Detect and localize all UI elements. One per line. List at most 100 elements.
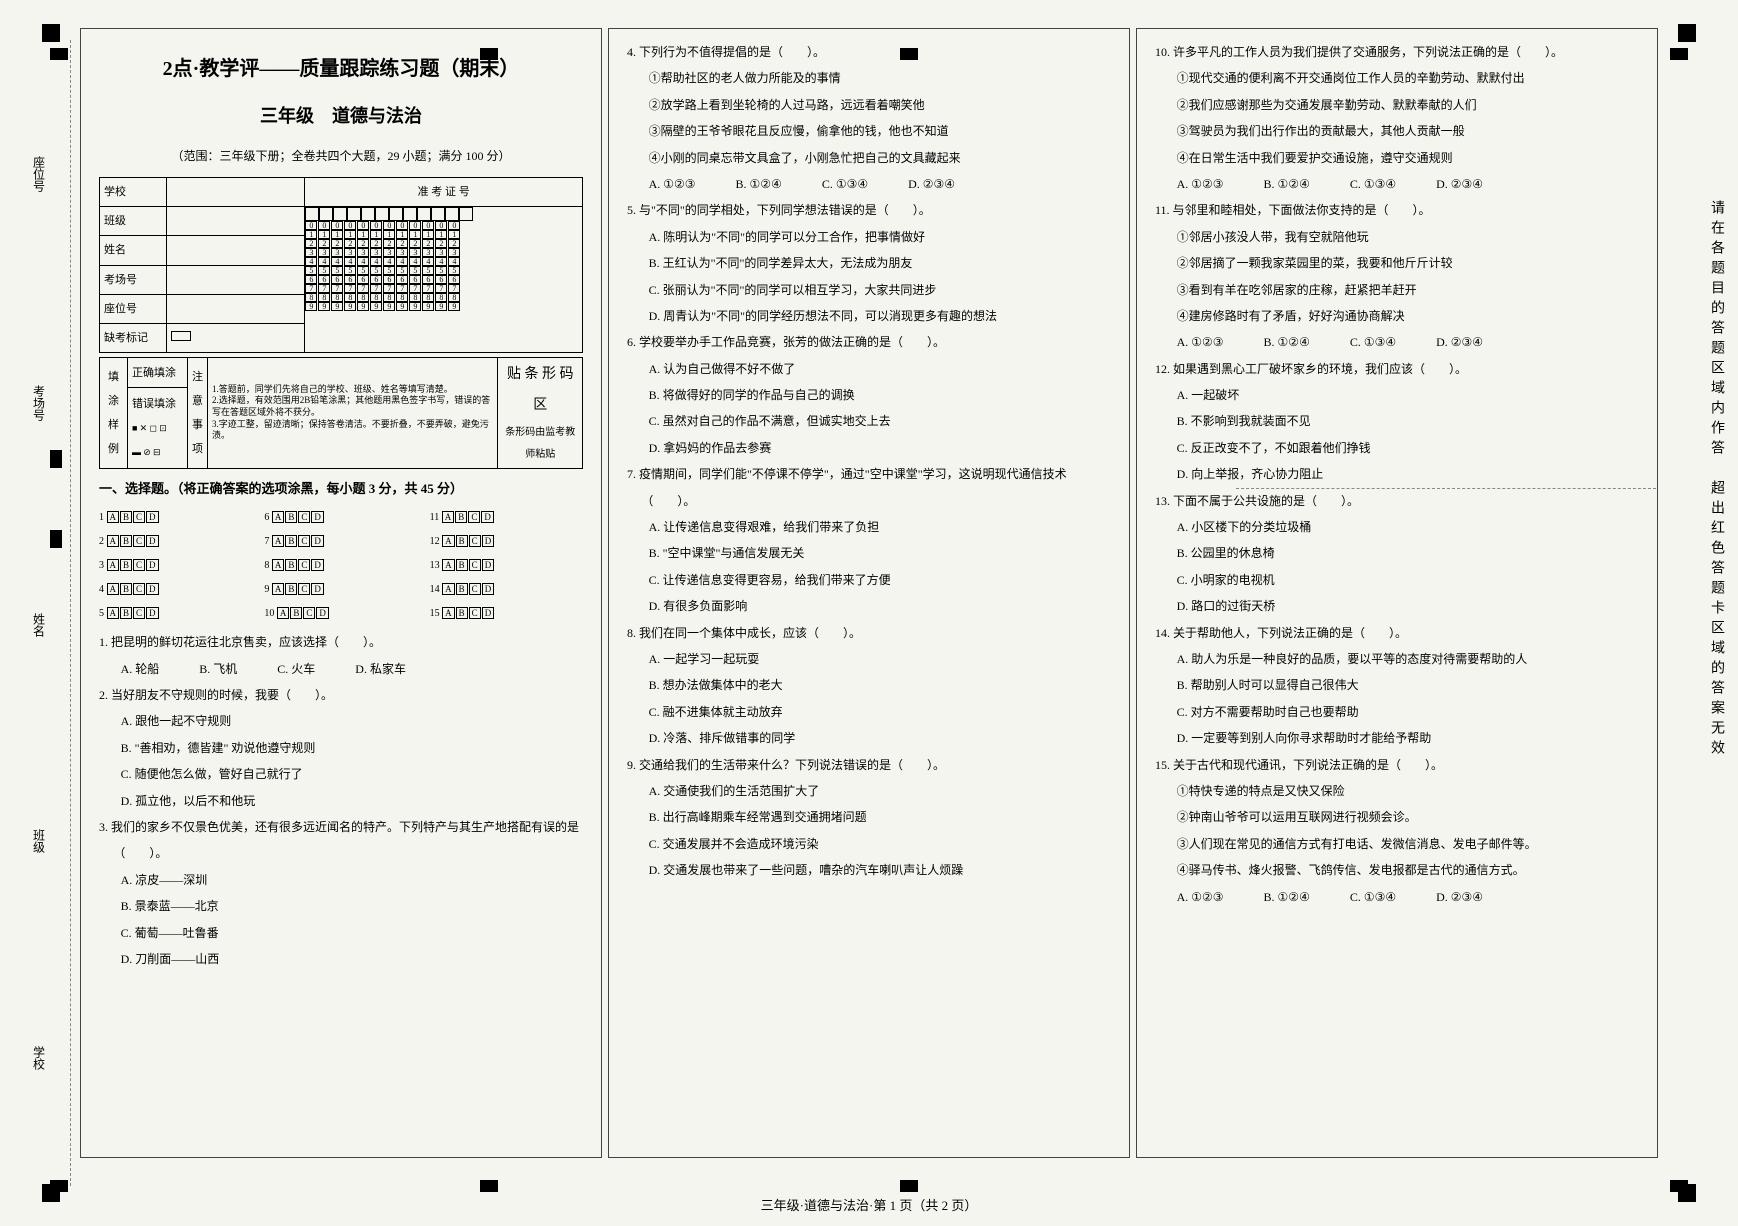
- option: B. 出行高峰期乘车经常遇到交通拥堵问题: [627, 804, 1111, 830]
- option: B. 公园里的休息椅: [1155, 540, 1639, 566]
- col2-questions: 4. 下列行为不值得提倡的是（ ）。①帮助社区的老人做力所能及的事情②放学路上看…: [627, 39, 1111, 884]
- option: B. 飞机: [199, 656, 237, 682]
- question-statement: ②放学路上看到坐轮椅的人过马路，远远看着嘲笑他: [627, 92, 1111, 118]
- question: 14. 关于帮助他人，下列说法正确的是（ ）。: [1155, 620, 1639, 646]
- question-statement: ④驿马传书、烽火报警、飞鸽传信、发电报都是古代的通信方式。: [1155, 857, 1639, 883]
- question-statement: ②钟南山爷爷可以运用互联网进行视频会诊。: [1155, 804, 1639, 830]
- question: 2. 当好朋友不守规则的时候，我要（ ）。: [99, 682, 583, 708]
- field-class[interactable]: [166, 207, 305, 236]
- question-statement: ③看到有羊在吃邻居家的庄稼，赶紧把羊赶开: [1155, 277, 1639, 303]
- option: C. 融不进集体就主动放弃: [627, 699, 1111, 725]
- candidate-info-table: 学校 准 考 证 号 00000000000011111111111122222…: [99, 177, 583, 353]
- question-statement: ①帮助社区的老人做力所能及的事情: [627, 65, 1111, 91]
- question: 10. 许多平凡的工作人员为我们提供了交通服务，下列说法正确的是（ ）。: [1155, 39, 1639, 65]
- align-mark: [900, 48, 918, 60]
- question-statement: ④建房修路时有了矛盾，好好沟通协商解决: [1155, 303, 1639, 329]
- option: C. 让传递信息变得更容易，给我们带来了方便: [627, 567, 1111, 593]
- option: A. 交通使我们的生活范围扩大了: [627, 778, 1111, 804]
- option: D. ②③④: [1436, 884, 1483, 910]
- dashed-separator: [1236, 488, 1656, 489]
- option: C. 葡萄——吐鲁番: [99, 920, 583, 946]
- label-school: 学校: [100, 177, 167, 206]
- question: 3. 我们的家乡不仅景色优美，还有很多远近闻名的特产。下列特产与其生产地搭配有误…: [99, 814, 583, 867]
- question: 4. 下列行为不值得提倡的是（ ）。: [627, 39, 1111, 65]
- field-room[interactable]: [166, 265, 305, 294]
- option: A. 凉皮——深圳: [99, 867, 583, 893]
- question-statement: ③驾驶员为我们出行作出的贡献最大，其他人贡献一般: [1155, 118, 1639, 144]
- question-statement: ③人们现在常见的通信方式有打电话、发微信消息、发电子邮件等。: [1155, 831, 1639, 857]
- option: D. 冷落、排斥做错事的同学: [627, 725, 1111, 751]
- option: C. ①③④: [822, 171, 868, 197]
- option: C. ①③④: [1350, 171, 1396, 197]
- exam-id-cells[interactable]: [305, 207, 582, 221]
- exam-id-header: 准 考 证 号: [305, 178, 582, 207]
- answer-bubble-grid[interactable]: 1 ABCD 6 ABCD11 ABCD 2 ABCD 7 ABCD12 ABC…: [99, 507, 583, 625]
- question: 9. 交通给我们的生活带来什么？下列说法错误的是（ ）。: [627, 752, 1111, 778]
- option: A. 助人为乐是一种良好的品质，要以平等的态度对待需要帮助的人: [1155, 646, 1639, 672]
- field-school[interactable]: [166, 177, 305, 206]
- exam-title: 2点·教学评——质量跟踪练习题（期末）: [99, 47, 583, 91]
- option: C. 交通发展并不会造成环境污染: [627, 831, 1111, 857]
- margin-label-seat: 座位号: [31, 156, 48, 192]
- label-seat: 座位号: [100, 294, 167, 323]
- question: 1. 把昆明的鲜切花运往北京售卖，应该选择（ ）。: [99, 629, 583, 655]
- question: 5. 与"不同"的同学相处，下列同学想法错误的是（ ）。: [627, 197, 1111, 223]
- column-1: 2点·教学评——质量跟踪练习题（期末） 三年级 道德与法治 （范围：三年级下册；…: [80, 28, 602, 1158]
- option: A. 小区楼下的分类垃圾桶: [1155, 514, 1639, 540]
- notes-header: 注意事项: [188, 358, 208, 469]
- question-statement: ①现代交通的便利离不开交通岗位工作人员的辛勤劳动、默默付出: [1155, 65, 1639, 91]
- question-options: A. ①②③B. ①②④C. ①③④D. ②③④: [1155, 329, 1639, 355]
- field-name[interactable]: [166, 236, 305, 265]
- option: C. ①③④: [1350, 884, 1396, 910]
- option: A. ①②③: [649, 171, 696, 197]
- option: A. 让传递信息变得艰难，给我们带来了负担: [627, 514, 1111, 540]
- option: D. 一定要等到别人向你寻求帮助时才能给予帮助: [1155, 725, 1639, 751]
- option: D. 周青认为"不同"的同学经历想法不同，可以消现更多有趣的想法: [627, 303, 1111, 329]
- option: A. 一起学习一起玩耍: [627, 646, 1111, 672]
- section-1-title: 一、选择题。（将正确答案的选项涂黑，每小题 3 分，共 45 分）: [99, 475, 583, 504]
- question-statement: ③隔壁的王爷爷眼花且反应慢，偷拿他的钱，他也不知道: [627, 118, 1111, 144]
- exam-id-bubble-grid[interactable]: 0000000000001111111111112222222222223333…: [305, 221, 582, 311]
- option: A. ①②③: [1177, 329, 1224, 355]
- col1-questions: 1. 把昆明的鲜切花运往北京售卖，应该选择（ ）。A. 轮船B. 飞机C. 火车…: [99, 629, 583, 972]
- question: 15. 关于古代和现代通讯，下列说法正确的是（ ）。: [1155, 752, 1639, 778]
- question: 11. 与邻里和睦相处，下面做法你支持的是（ ）。: [1155, 197, 1639, 223]
- binding-line: [70, 40, 71, 1186]
- exam-subtitle: 三年级 道德与法治: [99, 97, 583, 137]
- field-seat[interactable]: [166, 294, 305, 323]
- align-mark: [50, 1180, 68, 1192]
- option: B. 想办法做集体中的老大: [627, 672, 1111, 698]
- question-statement: ④在日常生活中我们要爱护交通设施，遵守交通规则: [1155, 145, 1639, 171]
- exam-page: 座位号 考场号 姓名 班级 学校 请在各题目的答题区域内作答 超出红色答题卡区域…: [0, 0, 1738, 1226]
- question-statement: ①特快专递的特点是又快又保险: [1155, 778, 1639, 804]
- label-class: 班级: [100, 207, 167, 236]
- align-mark: [480, 1180, 498, 1192]
- option: B. "空中课堂"与通信发展无关: [627, 540, 1111, 566]
- question: 7. 疫情期间，同学们能"不停课不停学"，通过"空中课堂"学习，这说明现代通信技…: [627, 461, 1111, 514]
- barcode-area: 贴 条 形 码 区 条形码由监考教师粘贴: [498, 358, 583, 469]
- crop-mark-tl: [42, 24, 62, 44]
- option: D. 有很多负面影响: [627, 593, 1111, 619]
- option: C. 火车: [277, 656, 315, 682]
- margin-label-school: 学校: [31, 1046, 48, 1070]
- option: B. ①②④: [1264, 884, 1310, 910]
- option: B. 帮助别人时可以显得自己很伟大: [1155, 672, 1639, 698]
- margin-label-name: 姓名: [31, 613, 48, 637]
- column-3: 10. 许多平凡的工作人员为我们提供了交通服务，下列说法正确的是（ ）。①现代交…: [1136, 28, 1658, 1158]
- label-absent: 缺考标记: [100, 323, 167, 352]
- option: D. 私家车: [355, 656, 406, 682]
- align-mark: [1670, 48, 1688, 60]
- correct-fill-label: 正确填涂: [128, 358, 188, 388]
- question-options: A. ①②③B. ①②④C. ①③④D. ②③④: [1155, 884, 1639, 910]
- question: 13. 下面不属于公共设施的是（ ）。: [1155, 488, 1639, 514]
- notes-text: 1.答题前，同学们先将自己的学校、班级、姓名等填写清楚。 2.选择题，有效范围用…: [208, 358, 498, 469]
- option: D. 向上举报，齐心协力阻止: [1155, 461, 1639, 487]
- question-options: A. ①②③B. ①②④C. ①③④D. ②③④: [627, 171, 1111, 197]
- option: D. ②③④: [908, 171, 955, 197]
- margin-label-class: 班级: [31, 829, 48, 853]
- exam-scope: （范围：三年级下册；全卷共四个大题，29 小题；满分 100 分）: [99, 143, 583, 169]
- option: B. 不影响到我就装面不见: [1155, 408, 1639, 434]
- question: 12. 如果遇到黑心工厂破坏家乡的环境，我们应该（ ）。: [1155, 356, 1639, 382]
- field-absent[interactable]: [166, 323, 305, 352]
- option: C. 虽然对自己的作品不满意，但诚实地交上去: [627, 408, 1111, 434]
